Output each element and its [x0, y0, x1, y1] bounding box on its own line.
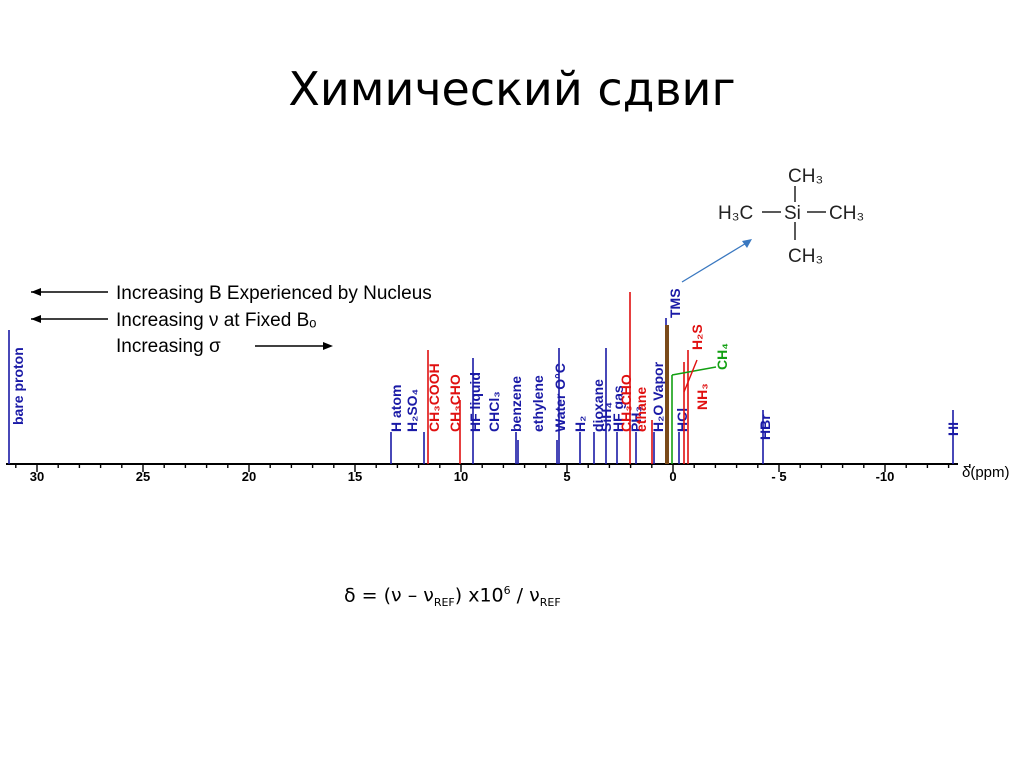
- compound-label: NH₃: [694, 383, 710, 410]
- compound-label: Water O°C: [552, 363, 568, 432]
- compound-label: CH₃CHO: [618, 374, 634, 432]
- compound-label: TMS: [667, 288, 683, 318]
- compound-label: PH₃: [628, 406, 644, 432]
- direction-arrows: Increasing B Experienced by Nucleus Incre…: [31, 283, 432, 357]
- compound-label: HF gas: [610, 385, 626, 432]
- tms-reference-bar: [665, 325, 669, 464]
- formula-lhs: δ = (ν – ν: [344, 584, 434, 607]
- compound-label: HI: [945, 422, 961, 436]
- tms-pointer-head: [742, 239, 752, 248]
- arrow-head-right: [323, 342, 333, 350]
- x-tick-label: -10: [876, 469, 895, 484]
- x-axis-label: δ(ppm): [962, 464, 1010, 481]
- structure-bottom-methyl: CH₃: [788, 246, 823, 267]
- x-tick-label: 30: [30, 469, 44, 484]
- formula-exponent: 6: [503, 584, 511, 597]
- compound-label: bare proton: [10, 347, 26, 425]
- compound-label: H₂S: [689, 324, 705, 350]
- compound-label: dioxane: [590, 379, 606, 432]
- x-tick-label: 15: [348, 469, 362, 484]
- x-tick-label: 5: [563, 469, 570, 484]
- formula-ref-2: REF: [539, 596, 561, 610]
- arrow-label-sigma: Increasing σ: [116, 336, 221, 357]
- compound-label: SiH₄: [598, 402, 614, 432]
- compound-markers: bare proton H atom H₂SO₄ CH₃COOH CH₃CHO HF li…: [8, 288, 961, 464]
- ch4-connector: [671, 366, 717, 376]
- arrow-label-b: Increasing B Experienced by Nucleus: [116, 283, 432, 304]
- x-tick-label: 0: [669, 469, 676, 484]
- formula-slash: / ν: [510, 584, 540, 607]
- compound-label: ethylene: [530, 375, 546, 432]
- arrow-label-nu: Increasing ν at Fixed Bₒ: [116, 310, 316, 331]
- compound-label: H₂SO₄: [404, 389, 420, 432]
- formula-ref-1: REF: [433, 596, 455, 610]
- x-tick-label: 20: [242, 469, 256, 484]
- compound-label: ethane: [633, 387, 649, 432]
- x-tick-label: 10: [454, 469, 468, 484]
- compound-label: H₂: [572, 416, 588, 432]
- compound-label: CH₃COOH: [426, 363, 442, 432]
- x-tick-label: 25: [136, 469, 150, 484]
- arrow-head-left: [31, 315, 41, 323]
- compound-label: HF liquid: [467, 372, 483, 432]
- compound-label: CH₃CHO: [447, 374, 463, 432]
- compound-label: H atom: [388, 385, 404, 432]
- compound-label: CH₄: [714, 343, 730, 370]
- nh3-connector: [683, 359, 698, 393]
- x-tick-label: - 5: [771, 469, 786, 484]
- compound-label: benzene: [508, 376, 524, 432]
- compound-label: HBr: [757, 414, 773, 440]
- structure-left-methyl: H₃C: [718, 203, 753, 224]
- formula-mid: ) x10: [454, 584, 504, 607]
- chemical-shift-formula: δ = (ν – νREF) x106 / νREF: [344, 584, 561, 609]
- structure-silicon: Si: [784, 203, 801, 224]
- structure-right-methyl: CH₃: [829, 203, 864, 224]
- tms-pointer-line: [681, 241, 749, 283]
- slide-title: Химический сдвиг: [288, 62, 736, 116]
- compound-label: CHCl₃: [486, 391, 502, 432]
- arrow-head-left: [31, 288, 41, 296]
- compound-label: HCl: [674, 408, 690, 432]
- compound-label: H₂O Vapor: [650, 361, 666, 432]
- tms-structure: CH₃ H₃C Si CH₃ CH₃: [681, 166, 864, 283]
- structure-top-methyl: CH₃: [788, 166, 823, 187]
